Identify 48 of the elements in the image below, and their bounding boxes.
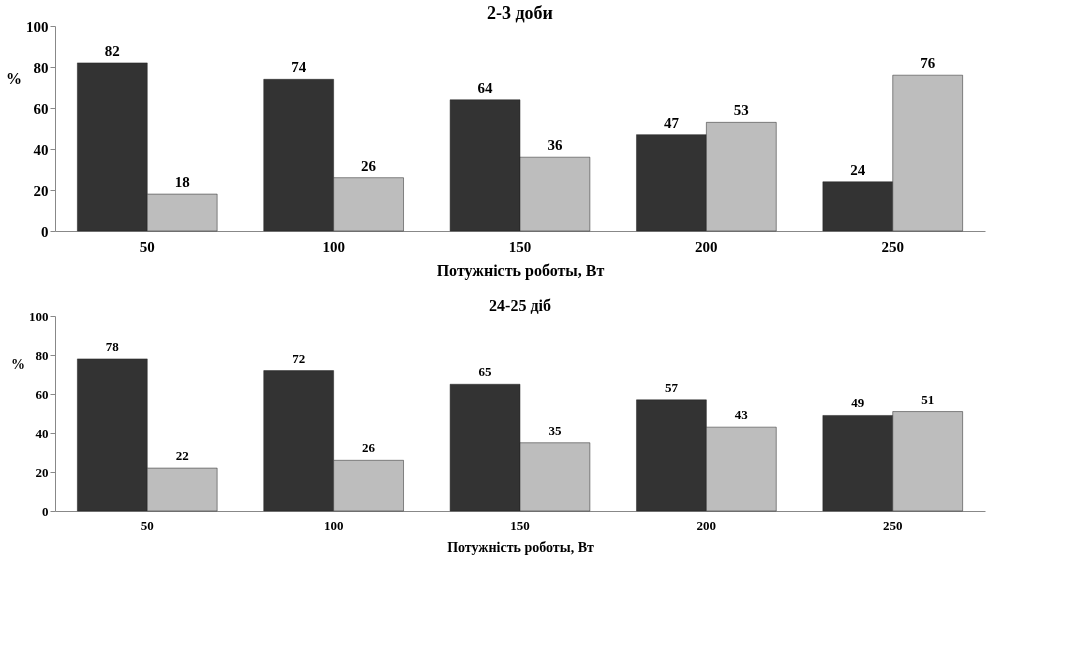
y-tick-label: 20	[33, 182, 49, 199]
data-label: 51	[921, 391, 935, 407]
data-label: 82	[104, 42, 120, 59]
data-label: 53	[733, 102, 749, 119]
y-tick-label: 100	[26, 18, 49, 35]
data-label: 35	[548, 422, 562, 438]
data-label: 47	[663, 114, 680, 131]
x-axis-title: Потужність роботы, Вт	[436, 261, 605, 280]
x-tick-label: 250	[883, 517, 903, 533]
x-tick-label: 150	[510, 517, 530, 533]
data-label: 72	[292, 350, 306, 366]
data-label: 26	[361, 157, 377, 174]
x-tick-label: 50	[139, 238, 155, 255]
y-tick-label: 100	[29, 308, 49, 324]
data-label: 78	[105, 338, 120, 354]
x-tick-label: 250	[881, 238, 904, 255]
x-tick-label: 200	[696, 517, 717, 533]
x-tick-label: 100	[322, 238, 345, 255]
data-label: 18	[174, 174, 190, 191]
y-tick-label: 80	[33, 59, 49, 76]
data-label: 49	[851, 395, 865, 411]
data-label: 26	[362, 440, 376, 456]
y-tick-label: 80	[35, 347, 49, 363]
y-tick-label: 60	[35, 386, 49, 402]
y-tick-label: 20	[35, 464, 49, 480]
data-label: 43	[734, 407, 749, 423]
x-tick-label: 100	[323, 517, 344, 533]
data-label: 24	[850, 161, 866, 178]
x-tick-label: 200	[695, 238, 718, 255]
data-label: 74	[291, 59, 307, 76]
y-tick-label: 0	[41, 223, 49, 240]
y-tick-label: 0	[42, 503, 49, 519]
data-label: 57	[664, 379, 679, 395]
y-axis-title: %	[6, 69, 22, 87]
data-label: 65	[478, 364, 493, 380]
x-tick-label: 50	[140, 517, 154, 533]
data-label: 64	[477, 79, 494, 96]
y-tick-label: 60	[33, 100, 49, 117]
y-tick-label: 40	[33, 141, 49, 158]
y-tick-label: 40	[35, 425, 49, 441]
chart-title: 24-25 діб	[489, 297, 551, 314]
y-axis-title: %	[11, 356, 25, 372]
chart-title: 2-3 доби	[487, 3, 553, 23]
data-label: 22	[175, 448, 189, 464]
data-label: 76	[920, 55, 936, 72]
x-axis-title: Потужність роботы, Вт	[447, 539, 594, 555]
data-label: 36	[547, 137, 563, 154]
x-tick-label: 150	[508, 238, 532, 255]
